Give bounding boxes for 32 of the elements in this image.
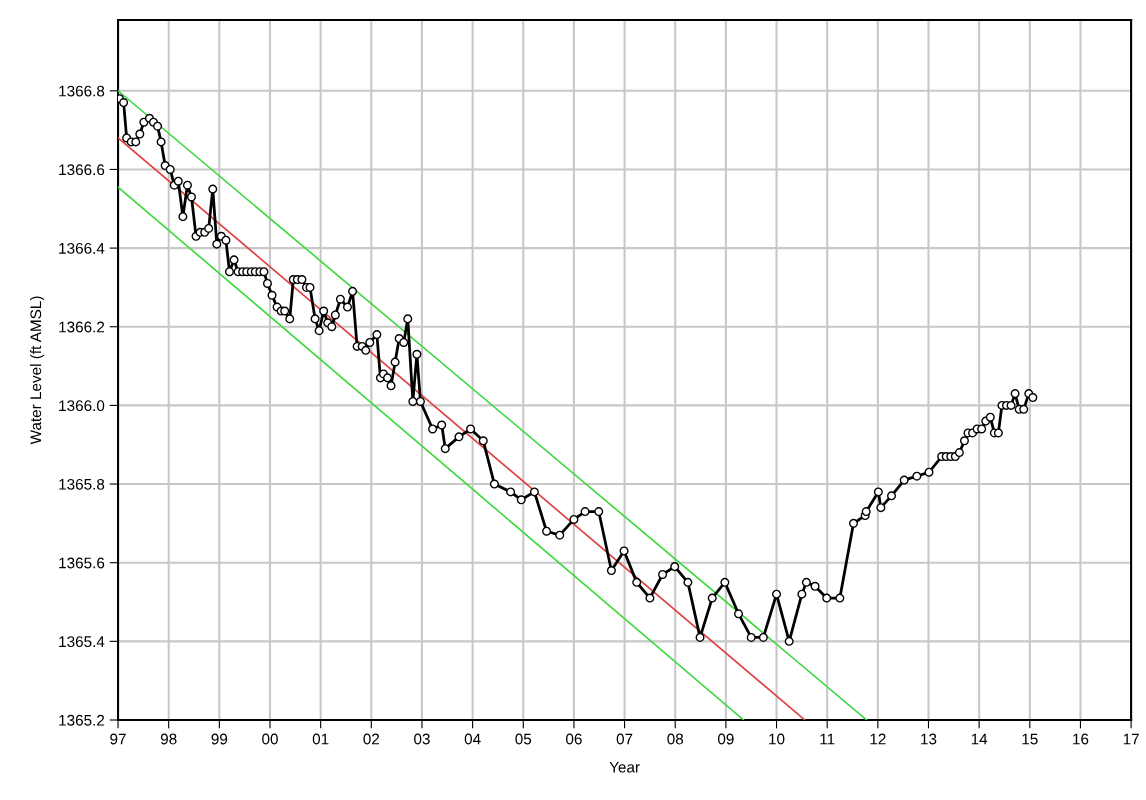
y-tick-label: 1366.4 [59, 242, 105, 254]
x-tick-label: 04 [464, 733, 481, 745]
y-axis-title: Water Level (ft AMSL) [29, 296, 45, 445]
x-tick-label: 09 [717, 733, 734, 745]
x-tick-label: 05 [515, 733, 532, 745]
x-tick-label: 10 [769, 733, 785, 745]
x-tick-label: 97 [110, 733, 126, 745]
x-tick-label: 98 [160, 733, 177, 745]
y-tick-label: 1365.2 [59, 714, 105, 726]
y-tick-label: 1366.0 [59, 400, 105, 412]
x-tick-label: 08 [667, 733, 684, 745]
x-tick-label: 99 [211, 733, 228, 745]
y-tick-label: 1366.6 [59, 164, 105, 176]
x-tick-label: 15 [1022, 733, 1038, 745]
x-axis-title: Year [609, 761, 640, 773]
y-tick-label: 1365.6 [59, 557, 105, 569]
y-tick-label: 1366.2 [59, 321, 105, 333]
x-tick-label: 14 [971, 733, 988, 745]
x-tick-label: 02 [363, 733, 380, 745]
y-tick-label: 1365.8 [59, 478, 105, 490]
x-tick-label: 13 [921, 733, 937, 745]
x-tick-label: 17 [1123, 733, 1139, 745]
x-tick-label: 12 [870, 733, 886, 745]
y-tick-label: 1366.8 [59, 85, 105, 97]
x-tick-label: 16 [1073, 733, 1089, 745]
x-tick-label: 06 [566, 733, 582, 745]
x-tick-label: 00 [262, 733, 278, 745]
x-tick-label: 01 [312, 733, 329, 745]
x-tick-label: 07 [616, 733, 633, 745]
x-tick-label: 03 [414, 733, 430, 745]
x-tick-label: 11 [820, 733, 835, 745]
y-tick-label: 1365.4 [59, 636, 105, 648]
